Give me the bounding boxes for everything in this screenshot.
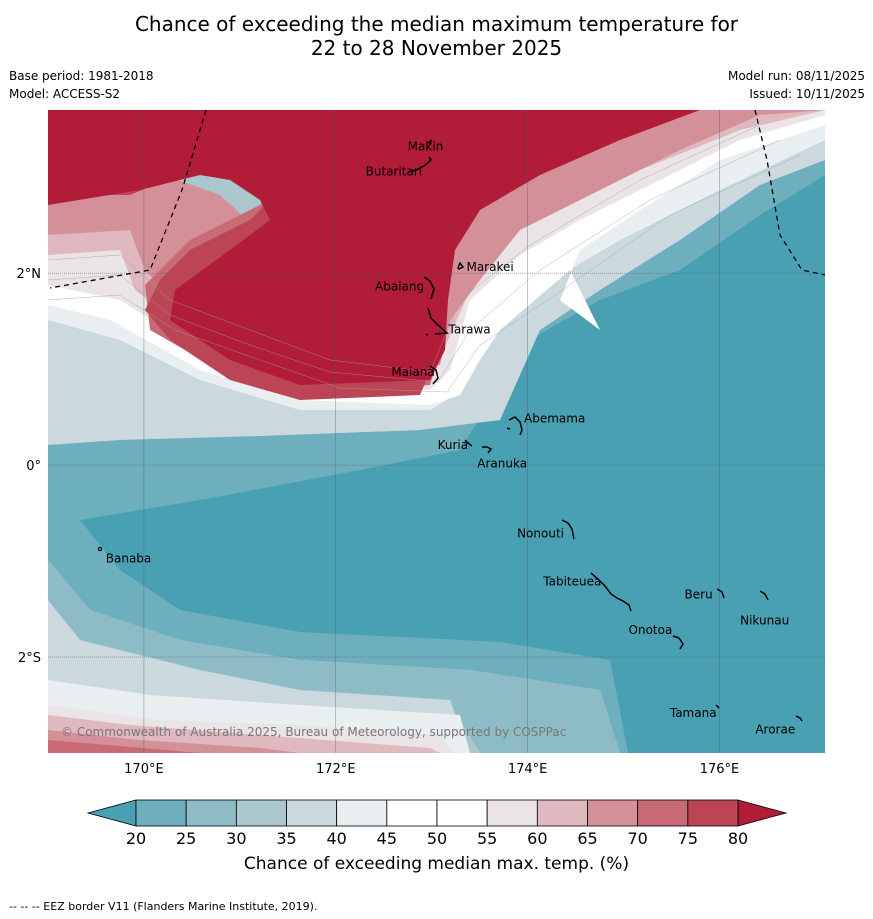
abaiang-outline: [423, 276, 435, 300]
colorbar-tick-label: 80: [728, 829, 748, 848]
colorbar-segment: [336, 799, 388, 827]
place-label: Abemama: [524, 412, 585, 426]
colorbar-tick-label: 35: [276, 829, 296, 848]
place-label: Onotoa: [629, 623, 673, 637]
contour-line-1: [48, 139, 781, 383]
probability-band-12: [48, 110, 700, 385]
lat-tick-label: 2°N: [17, 267, 42, 282]
contour-line-0: [48, 124, 761, 373]
lat-tick-label: 0°: [26, 459, 41, 474]
lon-tick-label: 176°E: [700, 762, 740, 777]
colorbar-tick-label: 45: [377, 829, 397, 848]
place-label: Makin: [408, 140, 444, 154]
model-name: Model: ACCESS-S2: [9, 87, 121, 101]
title-line-1: Chance of exceeding the median maximum t…: [134, 12, 739, 36]
place-label: Abaiang: [375, 279, 424, 293]
place-labels: Makin Butaritari Marakei Abaiang Tarawa Maian…: [106, 140, 795, 737]
colorbar-low-extend: [86, 799, 137, 827]
colorbar-tick-label: 50: [427, 829, 447, 848]
tabiteuea-outline: [590, 572, 632, 612]
banaba-outline: [97, 546, 103, 552]
place-label: Aranuka: [477, 457, 527, 471]
makin-outline: [427, 139, 433, 146]
eez-line-east: [754, 110, 825, 276]
probability-field: [48, 110, 825, 753]
eez-footnote: -- -- -- EEZ border V11 (Flanders Marine…: [9, 900, 318, 913]
colorbar-segment: [637, 799, 689, 827]
nonouti-outline: [561, 519, 575, 540]
colorbar-tick-label: 40: [326, 829, 346, 848]
colorbar-tick-label: 70: [627, 829, 647, 848]
beru-outline: [716, 588, 725, 599]
probability-band-4: [48, 115, 825, 753]
kuria-outline: [464, 439, 473, 447]
place-label: Beru: [685, 588, 713, 602]
place-label: Nikunau: [740, 614, 789, 628]
place-label: Tabiteuea: [542, 575, 601, 589]
lat-tick-label: 2°S: [18, 651, 41, 666]
eez-line-west: [49, 110, 207, 289]
tamana-outline: [715, 704, 720, 709]
colorbar-tick-label: 25: [176, 829, 196, 848]
place-label: Nonouti: [517, 526, 564, 540]
colorbar-tick-label: 75: [678, 829, 698, 848]
contour-line-2: [48, 154, 801, 393]
colorbar-title: Chance of exceeding median max. temp. (%…: [243, 854, 630, 874]
place-label: Maiana: [391, 365, 434, 379]
colorbar-high-extend: [737, 799, 788, 827]
lon-tick-label: 172°E: [316, 762, 356, 777]
colorbar-segment: [286, 799, 338, 827]
lon-tick-label: 174°E: [508, 762, 548, 777]
island-outlines: [97, 139, 803, 722]
colorbar-segment: [235, 799, 287, 827]
colorbar-tick-label: 30: [226, 829, 246, 848]
chart-title: Chance of exceeding the median maximum t…: [0, 12, 873, 60]
colorbar-tick-label: 20: [126, 829, 146, 848]
colorbar-segment: [587, 799, 639, 827]
graticule: [48, 110, 825, 753]
probability-band-2: [80, 175, 825, 753]
colorbar-segment: [687, 799, 739, 827]
place-label: Tarawa: [448, 323, 491, 337]
onotoa-outline: [672, 635, 684, 650]
place-label: Butaritari: [366, 165, 423, 179]
place-label: Arorae: [755, 722, 795, 736]
place-label: Marakei: [466, 260, 513, 274]
meta-left: Base period: 1981-2018 Model: ACCESS-S2: [9, 69, 154, 105]
maiana-outline: [429, 365, 439, 385]
base-period: Base period: 1981-2018: [9, 69, 154, 83]
probability-band-5: [48, 112, 825, 753]
place-label: Kuria: [438, 438, 469, 452]
place-label: Tamana: [669, 706, 717, 720]
title-line-2: 22 to 28 November 2025: [310, 36, 563, 60]
colorbar-tick-label: 60: [527, 829, 547, 848]
axis-labels: 170°E 172°E 174°E 176°E 2°N 0° 2°S: [17, 267, 740, 777]
aranuka-outline: [482, 446, 493, 454]
model-run: Model run: 08/11/2025: [727, 69, 865, 83]
butaritari-outline: [407, 156, 432, 173]
tarawa-outline: [425, 307, 449, 336]
colorbar-segment: [536, 799, 588, 827]
marakei-outline: [457, 261, 465, 270]
colorbar-segment: [135, 799, 187, 827]
colorbar-segment: [436, 799, 488, 827]
colorbar-segment: [486, 799, 538, 827]
nikunau-outline: [759, 590, 769, 601]
abemama-outline: [506, 416, 523, 436]
colorbar-tick-label: 65: [577, 829, 597, 848]
meta-right: Model run: 08/11/2025 Issued: 10/11/2025: [728, 69, 865, 105]
probability-band-3: [48, 560, 620, 753]
copyright-notice: © Commonwealth of Australia 2025, Bureau…: [61, 725, 566, 739]
colorbar-segment: [185, 799, 237, 827]
colorbar-segment: [386, 799, 438, 827]
eez-border: [49, 110, 825, 289]
arorae-outline: [795, 715, 803, 722]
colorbar: 20 25 30 35 40 45 50 55 60 65 70 75 80: [86, 799, 788, 848]
place-label: Banaba: [106, 552, 152, 566]
colorbar-tick-label: 55: [477, 829, 497, 848]
lon-tick-label: 170°E: [124, 762, 164, 777]
issued-date: Issued: 10/11/2025: [749, 87, 865, 101]
